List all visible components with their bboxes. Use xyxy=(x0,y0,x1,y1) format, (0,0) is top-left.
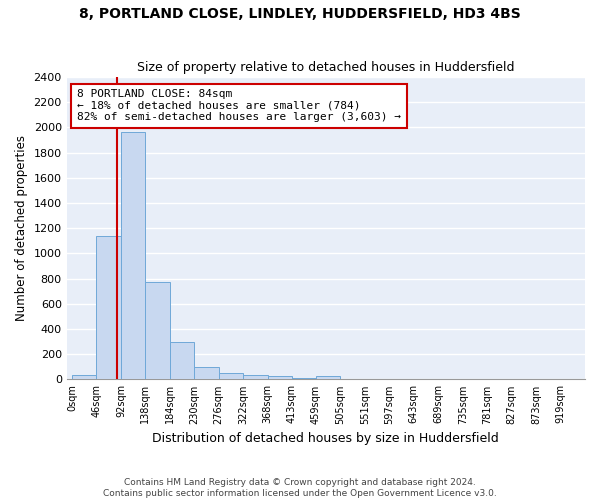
Bar xyxy=(121,132,145,380)
Title: Size of property relative to detached houses in Huddersfield: Size of property relative to detached ho… xyxy=(137,62,515,74)
Bar xyxy=(292,378,316,380)
Bar xyxy=(243,375,268,380)
Bar xyxy=(340,379,365,380)
Bar xyxy=(170,342,194,380)
Bar xyxy=(145,282,170,380)
Bar xyxy=(316,376,340,380)
Y-axis label: Number of detached properties: Number of detached properties xyxy=(15,135,28,321)
Text: 8 PORTLAND CLOSE: 84sqm
← 18% of detached houses are smaller (784)
82% of semi-d: 8 PORTLAND CLOSE: 84sqm ← 18% of detache… xyxy=(77,89,401,122)
X-axis label: Distribution of detached houses by size in Huddersfield: Distribution of detached houses by size … xyxy=(152,432,499,445)
Text: 8, PORTLAND CLOSE, LINDLEY, HUDDERSFIELD, HD3 4BS: 8, PORTLAND CLOSE, LINDLEY, HUDDERSFIELD… xyxy=(79,8,521,22)
Text: Contains HM Land Registry data © Crown copyright and database right 2024.
Contai: Contains HM Land Registry data © Crown c… xyxy=(103,478,497,498)
Bar xyxy=(97,236,121,380)
Bar xyxy=(72,374,97,380)
Bar xyxy=(194,367,219,380)
Bar xyxy=(219,373,243,380)
Bar xyxy=(268,376,292,380)
